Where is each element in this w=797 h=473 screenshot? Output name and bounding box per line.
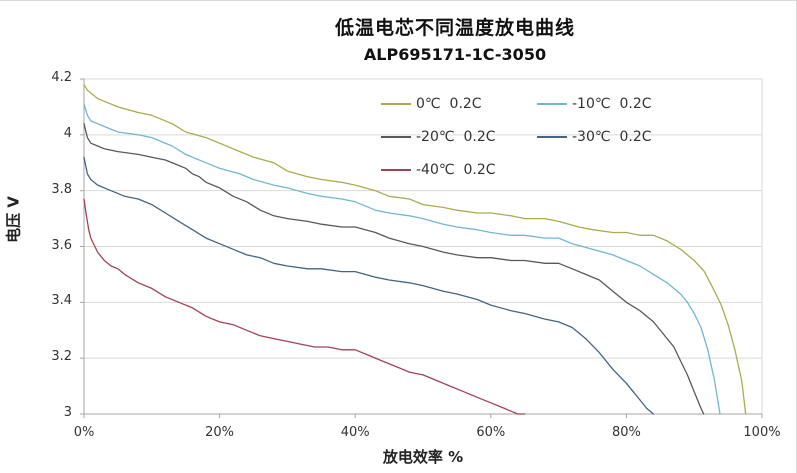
y-tick-label: 4: [63, 125, 72, 141]
y-tick-label: 3.2: [51, 349, 72, 365]
y-tick-label: 3: [63, 405, 72, 420]
y-tick-label: 3.8: [51, 181, 72, 197]
legend-label: -10℃ 0.2C: [572, 95, 652, 112]
legend-item: -10℃ 0.2C: [537, 87, 693, 120]
series-line-4: [83, 198, 526, 415]
legend-item: -40℃ 0.2C: [381, 153, 537, 186]
x-axis-title: 放电效率 %: [382, 448, 464, 466]
series-line-2: [83, 123, 705, 415]
x-tick-label: 60%: [476, 425, 506, 440]
legend-label: -30℃ 0.2C: [572, 128, 652, 145]
legend-item: -30℃ 0.2C: [537, 120, 693, 153]
legend-swatch-line: [381, 168, 411, 171]
legend-swatch-line: [537, 102, 567, 105]
y-tick-label: 3.4: [51, 293, 72, 309]
x-tick-label: 100%: [743, 425, 781, 440]
legend-item: -20℃ 0.2C: [381, 120, 537, 153]
chart-title: 低温电芯不同温度放电曲线: [334, 17, 575, 39]
legend-swatch-line: [537, 135, 567, 138]
legend-label: -40℃ 0.2C: [416, 161, 496, 178]
series-line-3: [83, 156, 655, 415]
x-tick-label: 0%: [73, 425, 95, 440]
legend-item: 0℃ 0.2C: [381, 87, 537, 120]
y-tick-label: 3.6: [51, 237, 72, 253]
y-tick-label: 4.2: [51, 70, 72, 85]
chart-subtitle: ALP695171-1C-3050: [363, 45, 547, 64]
x-tick-label: 80%: [611, 425, 641, 440]
x-tick-label: 40%: [340, 425, 370, 440]
legend-swatch-line: [381, 135, 411, 138]
x-tick-label: 20%: [205, 425, 235, 440]
series-line-1: [83, 103, 721, 415]
legend-label: -20℃ 0.2C: [416, 128, 496, 145]
legend: 0℃ 0.2C -10℃ 0.2C -20℃ 0.2C -30℃ 0.2C -40℃ 0…: [381, 87, 693, 186]
legend-swatch-line: [381, 102, 411, 105]
series-line-0: [83, 83, 747, 415]
legend-label: 0℃ 0.2C: [416, 95, 482, 112]
